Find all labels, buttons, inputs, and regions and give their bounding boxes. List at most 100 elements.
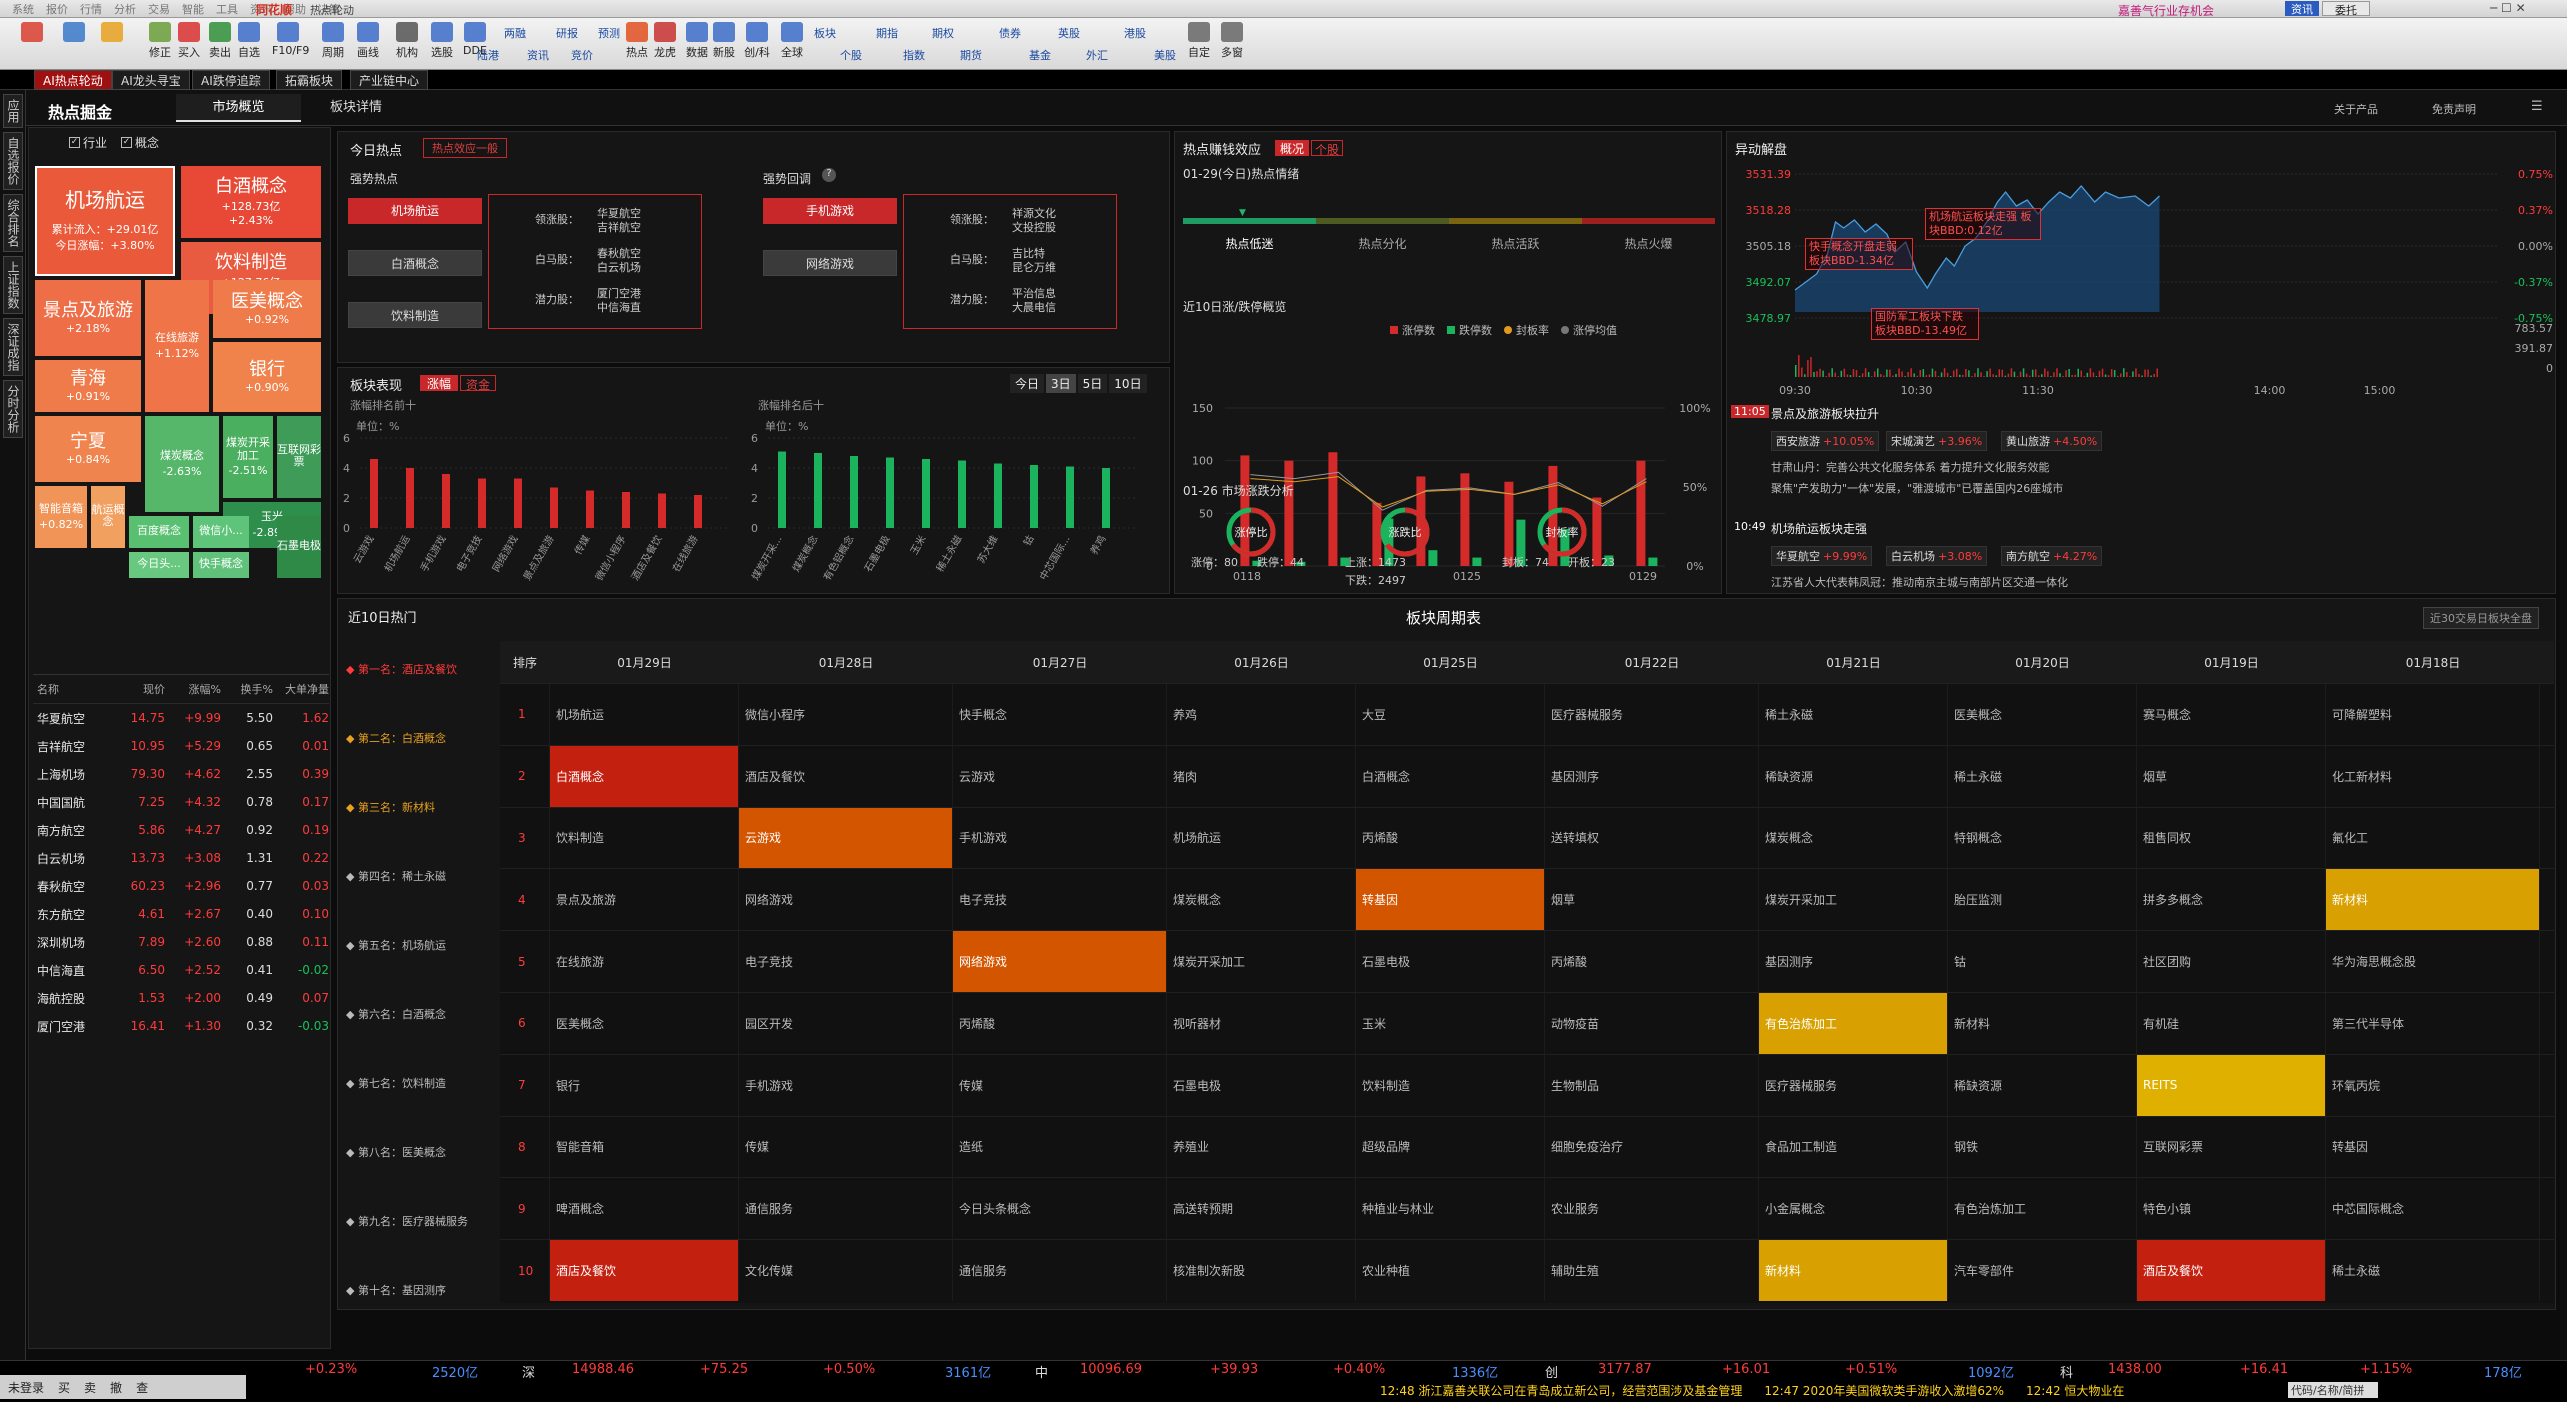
sector-cell[interactable]: 稀土永磁 bbox=[1948, 745, 2137, 807]
stock-name[interactable]: 中信海直 bbox=[597, 301, 641, 314]
sector-cell[interactable]: 特色小镇 bbox=[2137, 1178, 2326, 1240]
toolbar-text-button[interactable]: 资讯 bbox=[527, 49, 549, 62]
stock-name[interactable]: 祥源文化 bbox=[1012, 207, 1056, 220]
treemap-tile[interactable]: 煤炭概念 -2.63% bbox=[145, 416, 219, 512]
sector-cell[interactable]: 基因测序 bbox=[1545, 745, 1759, 807]
sector-cell[interactable]: 啤酒概念 bbox=[550, 1178, 739, 1240]
treemap-tile[interactable]: 互联网彩票 bbox=[277, 416, 321, 498]
toolbar-text-button[interactable]: 港股 bbox=[1124, 27, 1146, 40]
news-item[interactable]: 12:47 2020年美国微软类手游收入激增62% bbox=[1764, 1383, 2005, 1398]
sector-cell[interactable]: 石墨电极 bbox=[1167, 1054, 1356, 1116]
sector-cell[interactable]: 医美概念 bbox=[1948, 684, 2137, 745]
bottom-button[interactable]: 未登录 bbox=[8, 1380, 45, 1395]
range-button[interactable]: 今日 bbox=[1010, 374, 1045, 393]
bottom-button[interactable]: 卖 bbox=[84, 1380, 97, 1395]
toolbar-button[interactable]: 自定 bbox=[1183, 22, 1215, 66]
event-title[interactable]: 景点及旅游板块拉升 bbox=[1771, 407, 1880, 421]
window-controls[interactable]: ─ ☐ ✕ bbox=[2490, 1, 2526, 15]
sector-cell[interactable]: 快手概念 bbox=[953, 684, 1167, 745]
sector-cell[interactable]: 超级品牌 bbox=[1356, 1116, 1545, 1178]
vertical-tab[interactable]: 综合排名 bbox=[3, 194, 23, 252]
sector-cell[interactable]: 园区开发 bbox=[739, 992, 953, 1054]
sector-cell[interactable]: 煤炭概念 bbox=[1759, 807, 1948, 869]
rank-item[interactable]: ◆ 第七名：饮料制造 bbox=[346, 1075, 446, 1091]
chart-callout[interactable]: 机场航运板块走强 板块BBD:0.12亿 bbox=[1925, 208, 2041, 240]
sector-cell[interactable]: 社区团购 bbox=[2137, 931, 2326, 992]
toolbar-button[interactable] bbox=[58, 22, 90, 66]
sector-cell[interactable]: 云游戏 bbox=[953, 745, 1167, 807]
rank-item[interactable]: ◆ 第三名：新材料 bbox=[346, 799, 435, 815]
sector-cell[interactable]: 新材料 bbox=[1759, 1240, 1948, 1301]
toolbar-button[interactable]: 画线 bbox=[352, 22, 384, 66]
menu-item[interactable]: 交易 bbox=[148, 2, 170, 16]
range-button[interactable]: 3日 bbox=[1046, 374, 1076, 393]
menu-icon[interactable]: ☰ bbox=[2531, 99, 2543, 114]
stock-name[interactable]: 吉比特 bbox=[1012, 247, 1045, 260]
sector-cell[interactable]: 饮料制造 bbox=[1356, 1054, 1545, 1116]
sector-cell[interactable]: 动物疫苗 bbox=[1545, 992, 1759, 1054]
rank-item[interactable]: ◆ 第八名：医美概念 bbox=[346, 1144, 446, 1160]
chart-callout[interactable]: 快手概念开盘走弱 板块BBD-1.34亿 bbox=[1805, 238, 1913, 270]
sector-cell[interactable]: 钢铁 bbox=[1948, 1116, 2137, 1178]
hot-sector-button[interactable]: 白酒概念 bbox=[348, 250, 482, 276]
menu-item[interactable]: 资讯 bbox=[250, 2, 272, 16]
sector-cell[interactable]: 食品加工制造 bbox=[1759, 1116, 1948, 1178]
sector-cell[interactable]: 第三代半导体 bbox=[2326, 992, 2540, 1054]
about-link[interactable]: 关于产品 bbox=[2334, 103, 2378, 116]
stock-name[interactable]: 白云机场 bbox=[597, 261, 641, 274]
sector-cell[interactable]: 转基因 bbox=[2326, 1116, 2540, 1178]
sector-cell[interactable]: 养殖业 bbox=[1167, 1116, 1356, 1178]
event-stock-tag[interactable]: 华夏航空 +9.99% bbox=[1771, 546, 1873, 566]
toolbar-text-button[interactable]: 债券 bbox=[999, 27, 1021, 40]
toolbar-button[interactable]: 创/科 bbox=[741, 22, 773, 66]
sector-cell[interactable]: 华为海思概念股 bbox=[2326, 931, 2540, 992]
column-header[interactable]: 名称 bbox=[37, 683, 59, 696]
sector-cell[interactable]: 通信服务 bbox=[739, 1178, 953, 1240]
stock-name[interactable]: 昆仑万维 bbox=[1012, 261, 1056, 274]
sector-cell[interactable]: 丙烯酸 bbox=[953, 992, 1167, 1054]
sector-cell[interactable]: 电子竞技 bbox=[739, 931, 953, 992]
menu-item[interactable]: 系统 bbox=[12, 2, 34, 16]
bottom-button[interactable]: 撤 bbox=[110, 1380, 123, 1395]
menu-item[interactable]: 智能 bbox=[182, 2, 204, 16]
toolbar-text-button[interactable]: 英股 bbox=[1058, 27, 1080, 40]
sector-cell[interactable]: 有色治炼加工 bbox=[1948, 1178, 2137, 1240]
toolbar-text-button[interactable]: 期指 bbox=[876, 27, 898, 40]
sector-cell[interactable]: 手机游戏 bbox=[953, 807, 1167, 869]
tab-fund[interactable]: 资金 bbox=[460, 375, 496, 392]
vertical-tab[interactable]: 深证成指 bbox=[3, 318, 23, 376]
table-row[interactable]: 中信海直 6.50 +2.52 0.41 -0.02 bbox=[33, 956, 329, 984]
sector-cell[interactable]: 养鸡 bbox=[1167, 684, 1356, 745]
table-row[interactable]: 东方航空 4.61 +2.67 0.40 0.10 bbox=[33, 900, 329, 928]
toolbar-button[interactable]: 多窗 bbox=[1216, 22, 1248, 66]
help-icon[interactable]: ? bbox=[822, 168, 836, 182]
rank-item[interactable]: ◆ 第九名：医疗器械服务 bbox=[346, 1213, 468, 1229]
bottom-button[interactable]: 买 bbox=[58, 1380, 71, 1395]
sector-cell[interactable]: 稀缺资源 bbox=[1759, 745, 1948, 807]
news-item[interactable]: 12:42 恒大物业在 bbox=[2026, 1383, 2125, 1398]
sector-cell[interactable]: 云游戏 bbox=[739, 807, 953, 869]
feature-tab[interactable]: AI跌停追踪 bbox=[192, 70, 270, 90]
sector-cell[interactable]: 网络游戏 bbox=[953, 931, 1167, 992]
chart-callout[interactable]: 国防军工板块下跌 板块BBD-13.49亿 bbox=[1871, 308, 1979, 340]
sector-cell[interactable]: 稀土永磁 bbox=[1759, 684, 1948, 745]
sector-cell[interactable]: 胎压监测 bbox=[1948, 869, 2137, 931]
sector-cell[interactable]: 稀缺资源 bbox=[1948, 1054, 2137, 1116]
order-button[interactable]: 委托 bbox=[2322, 1, 2370, 17]
menu-item[interactable]: 帮助 bbox=[284, 2, 306, 16]
menu-item[interactable]: 分析 bbox=[114, 2, 136, 16]
event-title[interactable]: 机场航运板块走强 bbox=[1771, 522, 1868, 536]
toolbar-button[interactable]: 卖出 bbox=[204, 22, 236, 66]
sector-cell[interactable]: 送转填权 bbox=[1545, 807, 1759, 869]
stock-name[interactable]: 华夏航空 bbox=[597, 207, 641, 220]
sector-cell[interactable]: 造纸 bbox=[953, 1116, 1167, 1178]
rank-item[interactable]: ◆ 第二名：白酒概念 bbox=[346, 730, 446, 746]
table-row[interactable]: 海航控股 1.53 +2.00 0.49 0.07 bbox=[33, 984, 329, 1012]
toolbar-button[interactable]: 买入 bbox=[173, 22, 205, 66]
toolbar-button[interactable]: 周期 bbox=[317, 22, 349, 66]
menu-item[interactable]: 决策 bbox=[318, 2, 340, 16]
sector-cell[interactable]: 白酒概念 bbox=[1356, 745, 1545, 807]
vertical-tab[interactable]: 分时分析 bbox=[3, 380, 23, 438]
feature-tab[interactable]: 拓霸板块 bbox=[276, 70, 343, 90]
table-row[interactable]: 上海机场 79.30 +4.62 2.55 0.39 bbox=[33, 760, 329, 788]
